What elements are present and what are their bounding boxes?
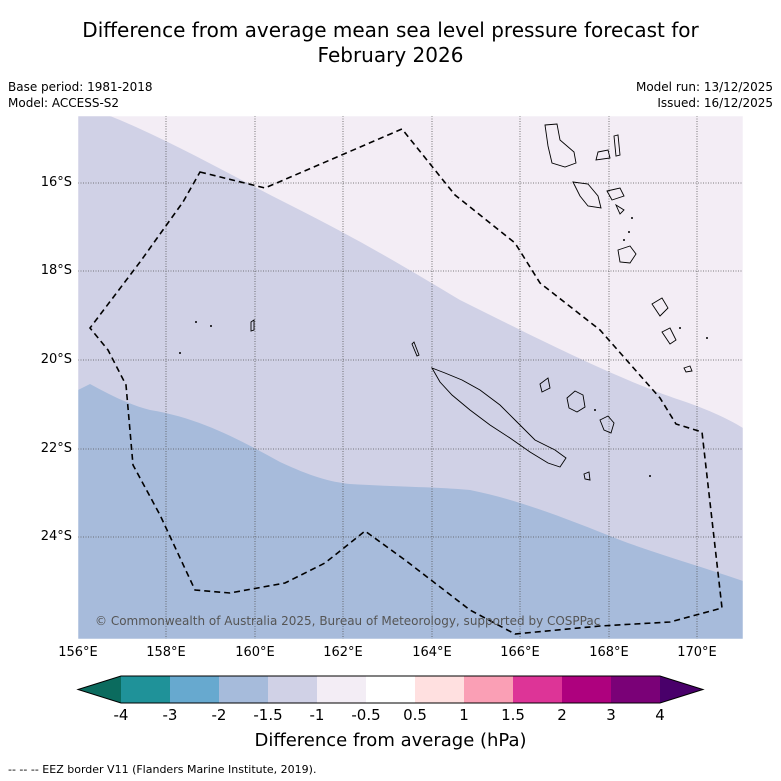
colorbar-segment [513, 676, 562, 703]
colorbar-tick: -0.5 [351, 706, 381, 724]
ambrym-island [606, 187, 625, 201]
lon-tick-170e: 170°E [677, 645, 717, 660]
efate-island [617, 245, 637, 264]
colorbar-tick: -2 [211, 706, 227, 724]
lon-tick-168e: 168°E [589, 645, 629, 660]
lon-tick-162e: 162°E [323, 645, 363, 660]
lat-tick-16s: 16°S [40, 175, 72, 190]
malekula-island [572, 181, 602, 209]
aneityum-island [683, 365, 693, 373]
colorbar-outline [76, 675, 705, 704]
colorbar-extend-max [660, 676, 703, 703]
tanna-island [661, 327, 677, 345]
pentecost-island [595, 149, 611, 161]
mare-island [599, 415, 615, 434]
copyright-credit: © Commonwealth of Australia 2025, Bureau… [95, 614, 601, 628]
colorbar-segment [562, 676, 611, 703]
lon-tick-166e: 166°E [500, 645, 540, 660]
colorbar-segment [415, 676, 464, 703]
colorbar-segment [121, 676, 170, 703]
colorbar-tick: 0.5 [403, 706, 427, 724]
base-period-text: Base period: 1981-2018 [8, 80, 153, 94]
anomaly-band-minus-one-half [78, 384, 743, 639]
small-islets [179, 217, 708, 477]
colorbar-tick: 4 [655, 706, 665, 724]
lat-tick-20s: 20°S [40, 352, 72, 367]
chesterfield-islets [250, 319, 255, 332]
isle-of-pines [583, 471, 591, 481]
epi-island [614, 203, 625, 215]
espiritu-santo-island [544, 123, 577, 168]
lon-tick-156e: 156°E [58, 645, 98, 660]
colorbar-tick: -1.5 [253, 706, 283, 724]
colorbar-tick: 1 [459, 706, 469, 724]
meta-right: Model run: 13/12/2025 Issued: 16/12/2025 [636, 79, 773, 111]
lat-tick-18s: 18°S [40, 263, 72, 278]
maewo-island [613, 134, 621, 157]
colorbar-segment [317, 676, 366, 703]
colorbar-extend-min [78, 676, 121, 703]
issued-text: Issued: 16/12/2025 [657, 96, 773, 110]
colorbar-tick: 1.5 [501, 706, 525, 724]
lifou-island [566, 390, 586, 413]
belep-island [411, 341, 420, 357]
lat-tick-22s: 22°S [40, 441, 72, 456]
new-caledonia-island [430, 367, 567, 468]
colorbar-segment [464, 676, 513, 703]
colorbar-tick: -1 [309, 706, 325, 724]
colorbar-tick: -4 [113, 706, 129, 724]
model-run-text: Model run: 13/12/2025 [635, 80, 773, 94]
colorbar-segment [611, 676, 660, 703]
colorbar-segment [366, 676, 415, 703]
erromango-island [651, 297, 669, 317]
colorbar-segment [268, 676, 317, 703]
map-title: Difference from average mean sea level p… [82, 18, 699, 67]
lon-tick-158e: 158°E [146, 645, 186, 660]
colorbar-tick: 2 [557, 706, 567, 724]
meta-left: Base period: 1981-2018 Model: ACCESS-S2 [8, 79, 153, 111]
colorbar-tick: -3 [162, 706, 178, 724]
colorbar-segment [219, 676, 268, 703]
colorbar-label: Difference from average (hPa) [254, 730, 527, 751]
model-text: Model: ACCESS-S2 [8, 96, 120, 110]
colorbar [76, 675, 705, 704]
colorbar-tick: 3 [606, 706, 616, 724]
lon-tick-164e: 164°E [412, 645, 452, 660]
lon-tick-160e: 160°E [235, 645, 275, 660]
ouvea-island [539, 377, 551, 393]
colorbar-segment [170, 676, 219, 703]
eez-legend: -- -- -- EEZ border V11 (Flanders Marine… [8, 763, 317, 776]
lat-tick-24s: 24°S [40, 529, 72, 544]
graticule [78, 116, 743, 639]
